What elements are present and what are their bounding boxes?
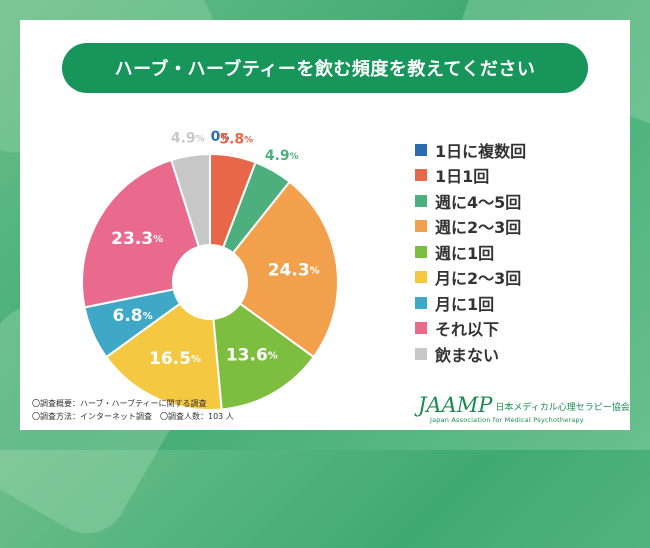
slice-value-label: 4.9% — [265, 148, 299, 164]
slice-value-label: 6.8% — [113, 306, 153, 326]
legend-swatch — [415, 271, 427, 284]
slice-value-label: 13.6% — [226, 345, 278, 365]
legend-label: 1日に複数回 — [435, 141, 527, 161]
legend-swatch — [415, 347, 427, 360]
legend-swatch — [415, 220, 427, 233]
pie-slice — [81, 158, 201, 309]
legend-label: 1日1回 — [435, 167, 490, 187]
chart-card: ハーブ・ハーブティーを飲む頻度を教えてください 0% 5.8% 4.9% 24.3% 1… — [20, 20, 630, 430]
legend-item: 月に2～3回 — [415, 265, 526, 291]
legend-swatch — [415, 143, 427, 156]
legend-item: 週に1回 — [415, 239, 526, 265]
slice-value-label: 23.3% — [111, 229, 163, 249]
chart-title-banner: ハーブ・ハーブティーを飲む頻度を教えてください — [62, 43, 588, 93]
survey-method-note: 〇調査方法：インターネット調査 〇調査人数：103 人 — [32, 412, 234, 421]
legend-item: 飲まない — [415, 341, 526, 367]
legend-swatch — [415, 194, 427, 207]
legend-label: それ以下 — [435, 320, 500, 340]
legend-swatch — [415, 169, 427, 182]
legend-label: 月に1回 — [435, 294, 495, 314]
survey-summary-note: 〇調査概要：ハーブ・ハーブティーに関する調査 — [32, 399, 207, 408]
legend-swatch — [415, 296, 427, 309]
logo-mark: JAAMP — [418, 393, 493, 417]
pie-slice — [104, 302, 223, 411]
slice-value-label: 5.8% — [219, 131, 253, 147]
legend-swatch — [415, 322, 427, 335]
slice-value-label: 24.3% — [268, 260, 320, 280]
legend-item: 週に2～3回 — [415, 214, 526, 240]
pie-slice — [169, 152, 211, 248]
pie-chart: 0%5.8% 4.9% 24.3% 13.6% 16.5% 6.8% 23.3% 4.9% — [81, 129, 339, 411]
legend-item: 1日1回 — [415, 163, 526, 189]
logo-japanese-name: 日本メディカル心理セラピー協会 — [495, 403, 630, 413]
legend-item: 月に1回 — [415, 290, 526, 316]
legend-label: 週に2～3回 — [435, 218, 522, 238]
legend-label: 週に4～5回 — [435, 192, 522, 212]
legend-label: 月に2～3回 — [435, 269, 522, 289]
pie-slice — [231, 180, 339, 359]
legend-swatch — [415, 245, 427, 258]
slice-value-label: 0% — [211, 129, 230, 145]
slice-value-label: 16.5% — [149, 349, 201, 369]
chart-legend: 1日に複数回 1日1回週に4～5回 週に2～3回 週に1回月に2～3回 月に1回それ以下… — [415, 137, 526, 367]
legend-item: 週に4～5回 — [415, 188, 526, 214]
legend-item: それ以下 — [415, 316, 526, 342]
legend-label: 飲まない — [435, 345, 500, 365]
jaamp-logo: JAAMP 日本メディカル心理セラピー協会 Japan Association … — [418, 393, 630, 425]
pie-slice — [212, 302, 316, 411]
legend-label: 週に1回 — [435, 243, 495, 263]
logo-english-name: Japan Association for Medical Psychother… — [430, 416, 584, 424]
legend-item: 1日に複数回 — [415, 137, 526, 163]
slice-value-label: 4.9% — [171, 131, 205, 147]
chart-title: ハーブ・ハーブティーを飲む頻度を教えてください — [114, 59, 536, 80]
